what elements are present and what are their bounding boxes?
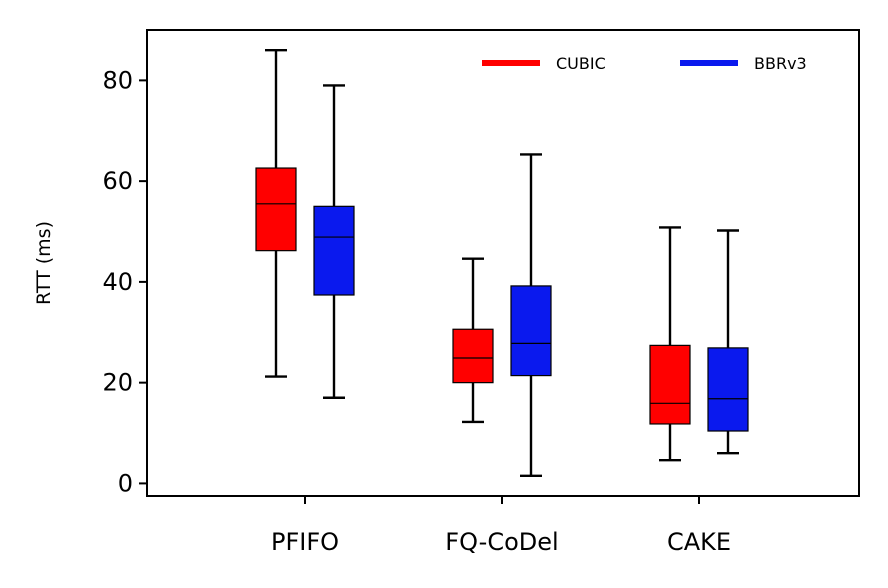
y-tick-label-0: 0 xyxy=(118,469,133,497)
box-iqr-bbrv3-fq-codel xyxy=(510,285,552,377)
x-tick-label-PFIFO: PFIFO xyxy=(271,528,339,556)
box-bbrv3-cake xyxy=(707,229,749,455)
plot-area xyxy=(147,30,859,496)
y-tick-label-20: 20 xyxy=(102,369,133,397)
box-cubic-pfifo xyxy=(255,48,297,378)
box-cubic-fq-codel xyxy=(452,257,494,424)
x-tick-label-FQ-CoDel: FQ-CoDel xyxy=(445,528,558,556)
y-tick-label-80: 80 xyxy=(102,66,133,94)
box-bbrv3-fq-codel xyxy=(510,153,552,478)
box-iqr-bbrv3-cake xyxy=(707,347,749,432)
box-iqr-bbrv3-pfifo xyxy=(313,205,355,296)
x-tick-label-CAKE: CAKE xyxy=(667,528,731,556)
legend-label-bbrv3: BBRv3 xyxy=(754,54,807,73)
y-tick-label-40: 40 xyxy=(102,268,133,296)
legend: CUBIC BBRv3 xyxy=(482,54,807,73)
box-group xyxy=(255,48,749,478)
y-tick-label-60: 60 xyxy=(102,167,133,195)
box-bbrv3-pfifo xyxy=(313,84,355,399)
box-iqr-cubic-pfifo xyxy=(255,167,297,252)
plot-frame xyxy=(146,29,860,497)
legend-label-cubic: CUBIC xyxy=(556,54,606,73)
box-cubic-cake xyxy=(649,226,691,462)
axes-group: 0 20 40 60 80 PFIFO FQ-CoDel CAKE xyxy=(102,66,731,556)
box-iqr-cubic-fq-codel xyxy=(452,328,494,384)
box-iqr-cubic-cake xyxy=(649,344,691,425)
y-axis-label: RTT (ms) xyxy=(33,221,55,305)
